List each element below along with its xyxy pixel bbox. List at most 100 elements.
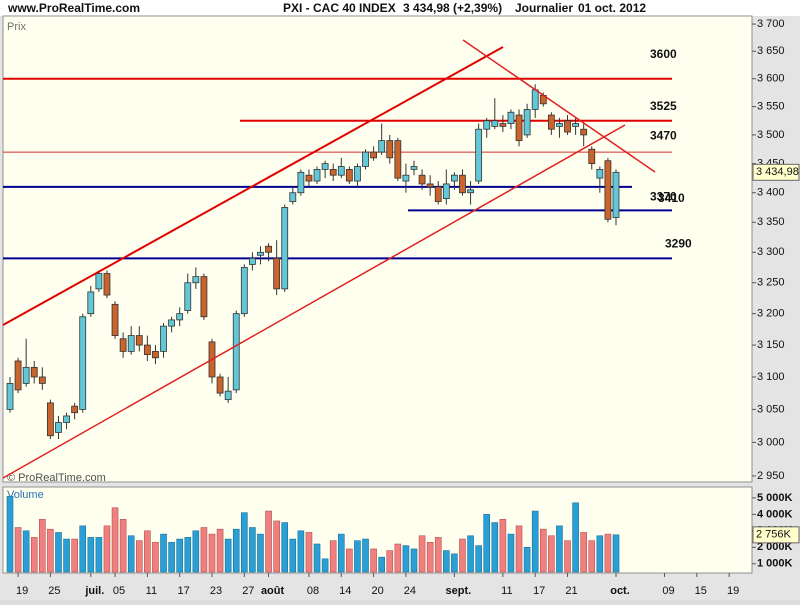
candle-body — [345, 169, 353, 182]
volume-bar — [483, 514, 491, 573]
y-tick-label: 3 400 — [757, 187, 785, 199]
candle-body — [313, 169, 321, 182]
candle-body — [22, 366, 30, 384]
candle-body — [305, 174, 313, 182]
volume-bar — [612, 534, 620, 573]
y-tick-label: 3 600 — [757, 73, 785, 85]
y-tick-label: 3 300 — [757, 246, 785, 258]
candle-body — [273, 257, 281, 290]
candle-body — [95, 273, 103, 290]
volume-bar — [127, 535, 135, 573]
last-volume-label: 2 756K — [756, 529, 792, 541]
candle-body — [127, 335, 135, 352]
x-tick-label: 17 — [178, 585, 190, 597]
candle-body — [596, 169, 604, 179]
candle-body — [378, 140, 386, 153]
volume-bar — [6, 495, 14, 573]
volume-bar — [386, 550, 394, 573]
volume-bar — [119, 518, 127, 573]
candle-body — [63, 415, 70, 423]
candle-body — [556, 123, 563, 127]
volume-bar — [224, 538, 232, 573]
volume-bar — [556, 525, 563, 573]
volume-bar — [580, 532, 587, 573]
level-label: 3470 — [650, 128, 677, 142]
volume-bar — [79, 525, 87, 573]
candle-body — [30, 366, 38, 378]
x-tick-label: 11 — [501, 585, 512, 597]
candle-body — [168, 319, 176, 327]
volume-bar — [515, 525, 523, 573]
level-label: 3370 — [650, 190, 677, 204]
level-label: 3525 — [650, 99, 677, 113]
candle-body — [184, 282, 192, 311]
candle-body — [410, 166, 418, 170]
volume-bar — [410, 548, 418, 573]
volume-bar — [103, 525, 111, 573]
volume-bar — [459, 538, 466, 573]
trend-line — [462, 39, 656, 173]
x-tick-label: 19 — [727, 585, 739, 597]
header-bar — [0, 0, 800, 16]
x-tick-label: août — [261, 585, 285, 597]
candle-body — [224, 390, 232, 401]
y-tick-label: 3 500 — [757, 129, 785, 141]
volume-bar — [71, 538, 78, 573]
candle-body — [370, 151, 378, 159]
candle-body — [386, 140, 394, 159]
candle-body — [321, 163, 329, 170]
volume-bar — [564, 540, 571, 573]
x-tick-label: 17 — [533, 585, 545, 597]
candle-body — [604, 160, 612, 220]
volume-bar — [184, 537, 192, 573]
date: 01 oct. 2012 — [578, 1, 646, 15]
x-tick-label: 24 — [404, 585, 416, 597]
volume-bar — [208, 533, 216, 573]
volume-bar — [539, 528, 547, 573]
candle-body — [442, 183, 450, 200]
volume-bar — [394, 543, 402, 573]
candle-body — [119, 338, 127, 352]
volume-bar — [467, 535, 474, 573]
candle-body — [240, 267, 248, 315]
candle-body — [580, 128, 588, 136]
volume-bar — [305, 532, 313, 573]
volume-bar — [297, 530, 305, 573]
y-tick-label: 1 000K — [757, 558, 793, 570]
candle-body — [71, 405, 79, 414]
trend-lines — [2, 39, 656, 479]
volume-bar — [192, 530, 200, 573]
candle-body — [265, 245, 272, 253]
volume-bar — [160, 533, 167, 573]
candle-body — [192, 276, 200, 284]
volume-bar — [604, 533, 612, 573]
volume-bar — [216, 528, 224, 573]
volume-bar — [30, 537, 38, 573]
candle-body — [475, 128, 483, 182]
x-tick-label: 25 — [48, 585, 60, 597]
candle-body — [257, 251, 264, 256]
last-price-box — [752, 163, 800, 181]
candle-body — [152, 351, 159, 359]
volume-bar — [418, 535, 426, 573]
x-tick-label: 19 — [16, 585, 28, 597]
volume-bar — [47, 528, 54, 573]
y-tick-label: 3 100 — [757, 371, 785, 383]
y-tick-label: 5 000K — [757, 492, 793, 504]
candle-body — [329, 169, 337, 176]
candle-body — [79, 316, 87, 410]
period: Journalier — [515, 1, 573, 15]
volume-bar — [168, 542, 175, 573]
x-tick-label: 20 — [371, 585, 383, 597]
watermark: © ProRealTime.com — [7, 472, 106, 484]
candle-body — [418, 174, 426, 185]
candle-body — [394, 140, 402, 179]
volume-bar — [596, 535, 604, 573]
level-label: 3600 — [650, 47, 677, 61]
volume-bar — [402, 545, 410, 573]
candle-body — [467, 189, 474, 194]
x-tick-label: 23 — [210, 585, 222, 597]
